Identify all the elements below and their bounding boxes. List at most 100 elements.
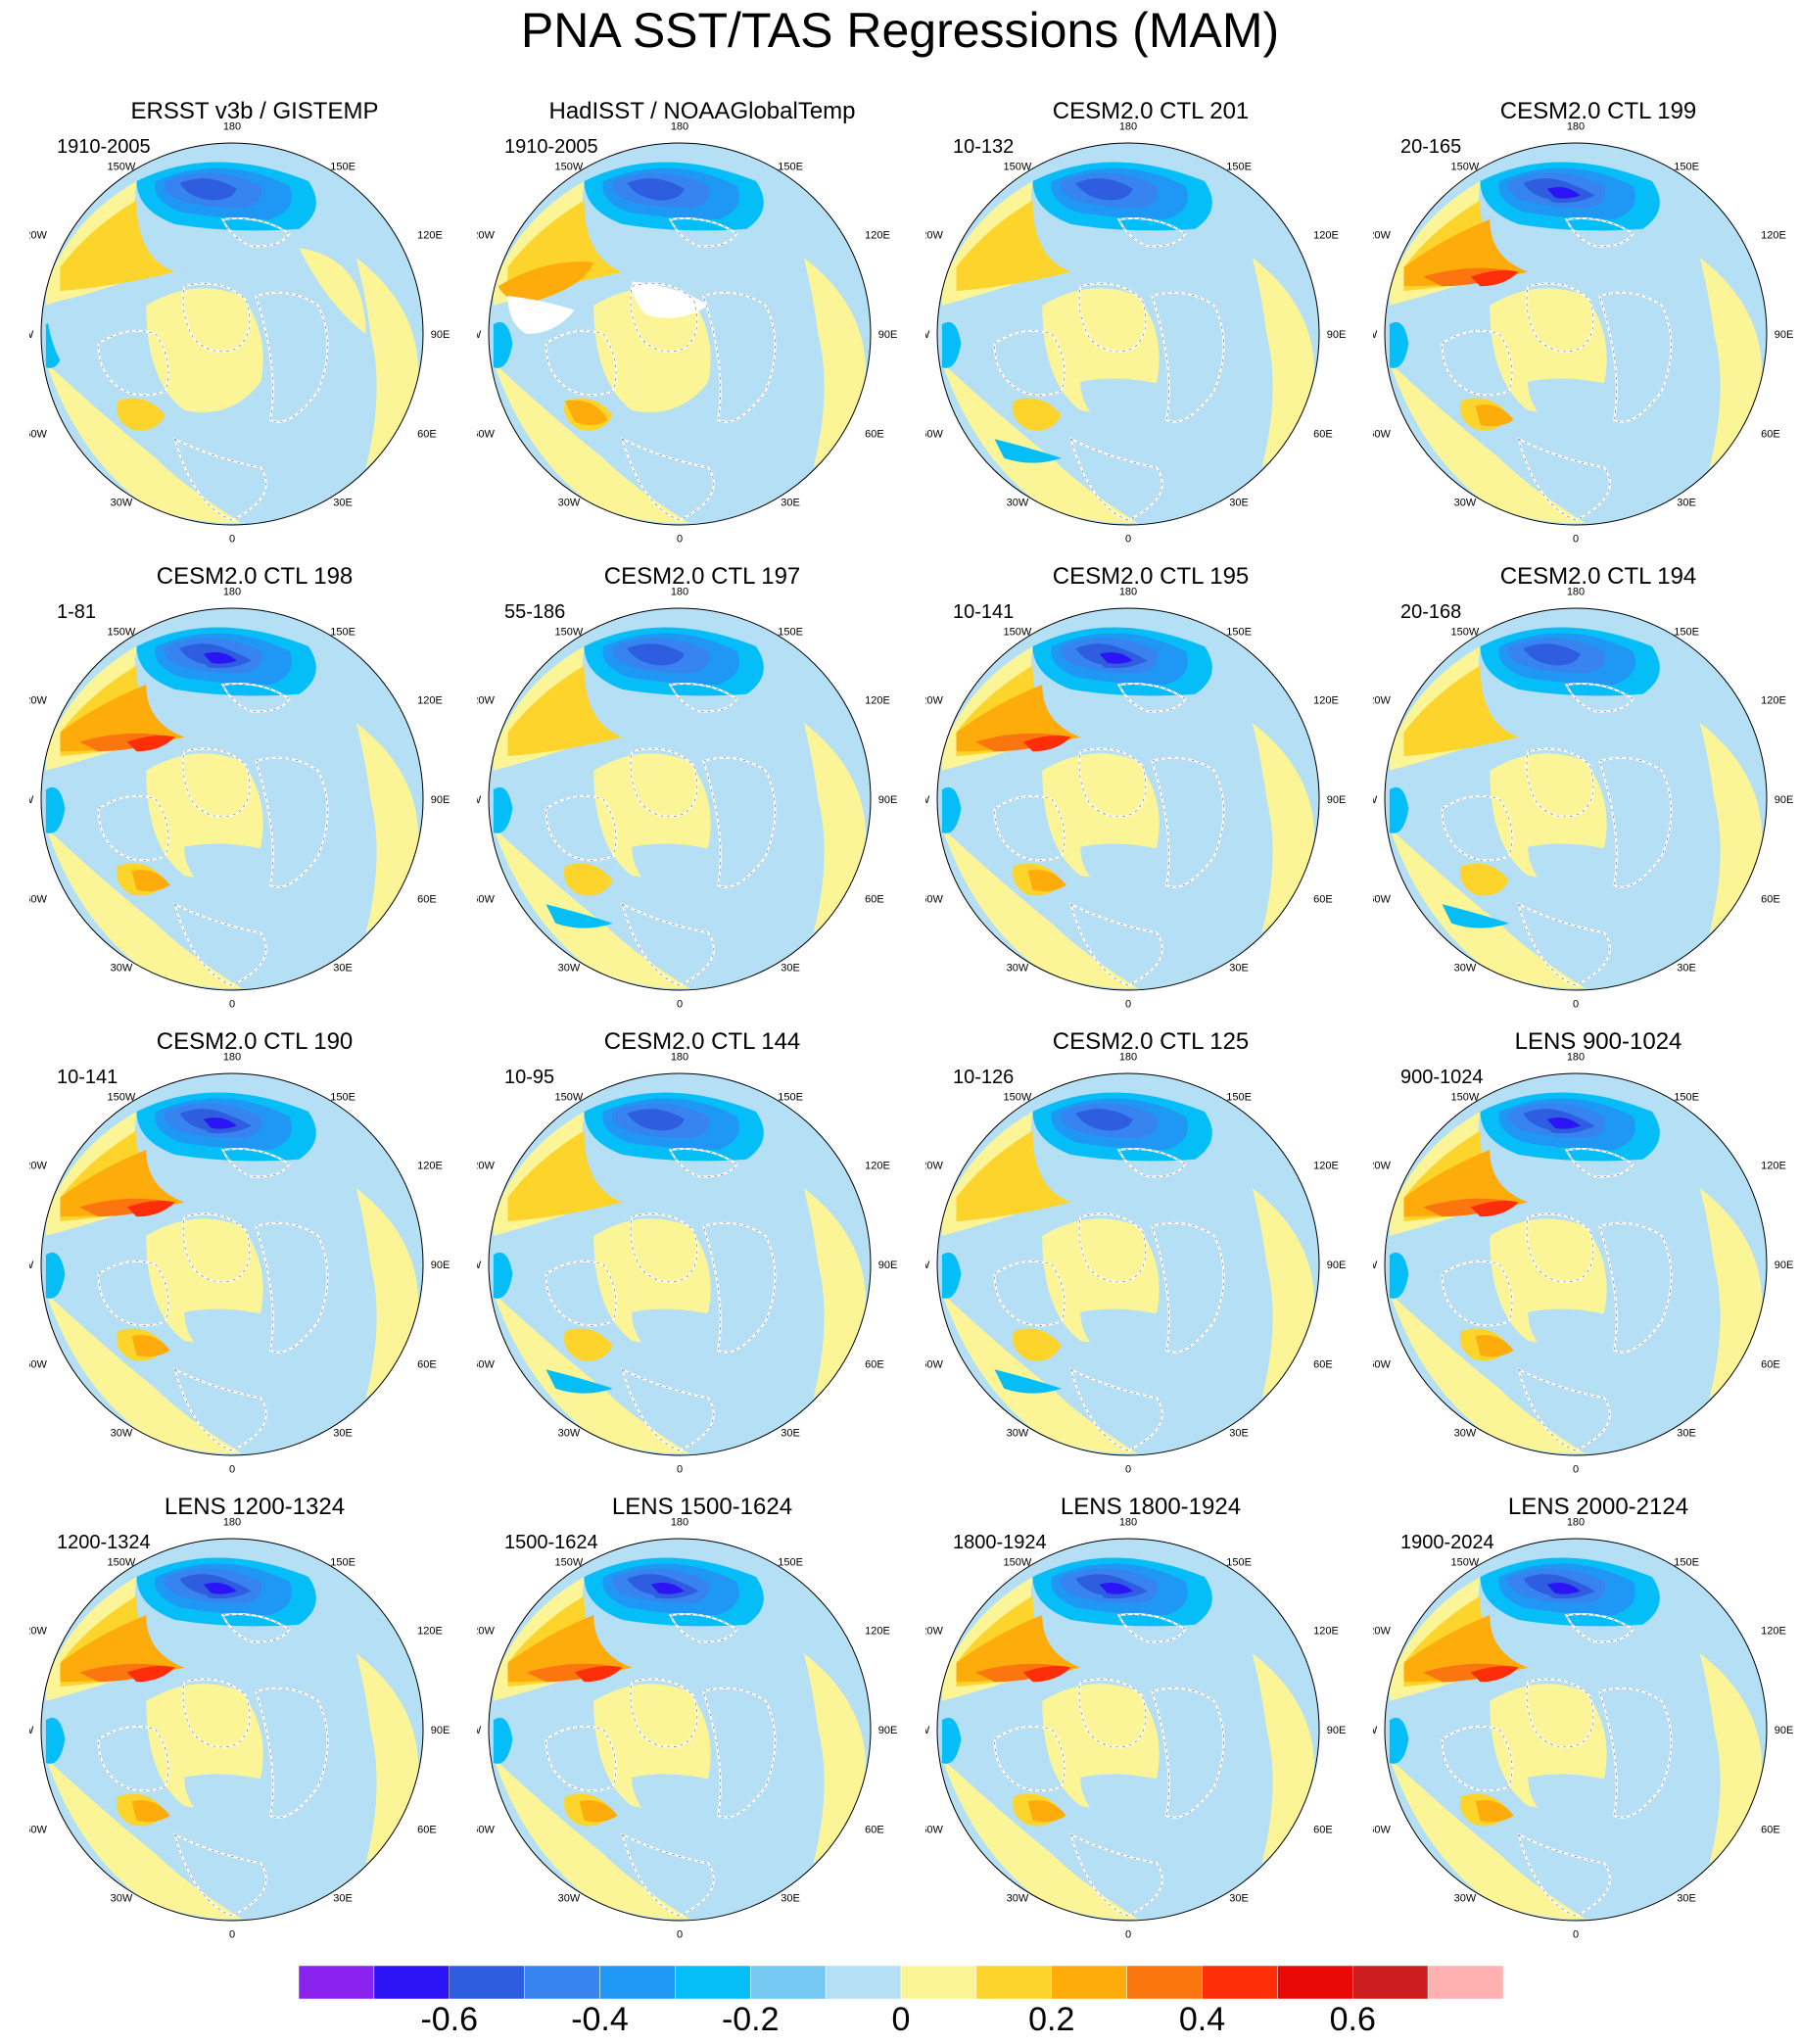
anomaly-region xyxy=(941,786,962,833)
longitude-label: 120E xyxy=(1761,1161,1786,1172)
map-border xyxy=(936,142,1320,526)
anomaly-region xyxy=(941,1252,962,1299)
coastline xyxy=(1116,1613,1187,1643)
longitude-label: 150W xyxy=(555,161,584,172)
coastline xyxy=(1151,291,1225,423)
anomaly-region xyxy=(1699,1653,1763,1864)
longitude-label: 150E xyxy=(1674,161,1699,172)
anomaly-region xyxy=(60,200,175,292)
longitude-label: 150E xyxy=(778,1556,803,1568)
panel-year-range: 10-95 xyxy=(504,1067,555,1088)
anomaly-region xyxy=(1252,258,1315,468)
colorbar-tick-label: -0.2 xyxy=(721,2001,780,2038)
anomaly-region xyxy=(493,828,689,989)
panel-year-range: 1900-2024 xyxy=(1400,1532,1494,1553)
panel-title: CESM2.0 CTL 144 xyxy=(603,1028,801,1055)
longitude-label: 180 xyxy=(223,1051,241,1063)
map-border xyxy=(1384,607,1768,991)
anomaly-region xyxy=(1013,1328,1062,1361)
longitude-label: 60W xyxy=(1373,1358,1391,1370)
colorbar-box xyxy=(1352,1966,1429,2000)
panel-title: CESM2.0 CTL 125 xyxy=(1052,1028,1250,1055)
anomaly-region xyxy=(45,786,66,833)
longitude-label: 120W xyxy=(477,695,495,707)
panel-year-range: 900-1024 xyxy=(1400,1067,1484,1088)
coastline xyxy=(182,747,251,818)
longitude-label: 90W xyxy=(925,794,930,806)
coastline xyxy=(630,1678,698,1748)
longitude-label: 150W xyxy=(1004,1091,1032,1103)
longitude-label: 60W xyxy=(29,1358,47,1370)
anomaly-region xyxy=(299,248,366,334)
panel-year-range: 20-168 xyxy=(1400,601,1462,623)
coastline-detail xyxy=(545,795,617,861)
longitude-label: 90W xyxy=(29,1260,34,1271)
longitude-label: 60E xyxy=(865,1824,884,1835)
longitude-label: 90E xyxy=(1775,1260,1794,1271)
longitude-label: 30E xyxy=(1677,498,1696,509)
anomaly-region xyxy=(564,863,613,896)
longitude-label: 120W xyxy=(477,1161,495,1172)
anomaly-region xyxy=(803,1188,867,1399)
colorbar-tick-labels: -0.6 -0.4 -0.2 0 0.2 0.4 0.6 xyxy=(0,1998,1800,2043)
anomaly-region xyxy=(1252,723,1315,933)
panel-year-range: 10-141 xyxy=(57,1067,118,1088)
longitude-label: 60W xyxy=(1373,428,1391,440)
map-border xyxy=(488,607,872,991)
anomaly-region xyxy=(1475,1335,1514,1357)
longitude-label: 120W xyxy=(1373,1626,1391,1638)
longitude-label: 180 xyxy=(1567,1516,1585,1528)
anomaly-region xyxy=(1389,1758,1586,1920)
longitude-label: 150E xyxy=(330,1091,355,1103)
longitude-label: 150E xyxy=(1226,626,1252,638)
longitude-label: 30E xyxy=(333,963,353,974)
coastline xyxy=(1598,1221,1673,1354)
anomaly-region xyxy=(203,1582,237,1594)
polar-map-icon: 180 150E 120E 90E 60E 30E 0 30W 60W 90W 120W 150W xyxy=(1373,1051,1794,1475)
anomaly-region xyxy=(941,1293,1138,1454)
longitude-label: 30W xyxy=(1454,1893,1477,1905)
colorbar-box xyxy=(1126,1966,1203,2000)
coastline xyxy=(1526,747,1594,818)
colorbar-tick-label: -0.6 xyxy=(420,2001,479,2038)
coastline xyxy=(630,747,698,818)
longitude-label: 0 xyxy=(1125,999,1131,1011)
anomaly-region xyxy=(131,1335,170,1357)
longitude-label: 90E xyxy=(878,1260,898,1271)
longitude-label: 180 xyxy=(223,1516,241,1528)
coastline xyxy=(255,1687,329,1819)
longitude-label: 60E xyxy=(1313,1358,1333,1370)
longitude-label: 120W xyxy=(29,1161,47,1172)
anomaly-region xyxy=(45,362,242,524)
longitude-label: 120W xyxy=(925,1626,943,1638)
anomaly-region xyxy=(632,281,709,318)
coastline xyxy=(1116,217,1187,248)
anomaly-region xyxy=(126,1201,175,1217)
coastline xyxy=(702,1221,777,1354)
longitude-label: 120E xyxy=(1313,695,1339,707)
longitude-label: 30E xyxy=(1677,963,1696,974)
coastline xyxy=(1116,683,1187,713)
longitude-label: 150W xyxy=(108,626,136,638)
longitude-label: 0 xyxy=(1573,999,1579,1011)
longitude-label: 120E xyxy=(1313,230,1339,242)
coastline-detail xyxy=(1518,1833,1610,1917)
coastline xyxy=(630,1212,698,1283)
longitude-label: 60E xyxy=(1313,428,1333,440)
polar-map-icon: 180 150E 120E 90E 60E 30E 0 30W 60W 90W 120W 150W xyxy=(1373,586,1793,1011)
map-border xyxy=(936,1538,1320,1922)
anomaly-region xyxy=(803,723,867,933)
anomaly-region xyxy=(1080,378,1186,430)
anomaly-region xyxy=(956,200,1071,292)
longitude-label: 120W xyxy=(29,695,47,707)
panel-year-range: 1500-1624 xyxy=(504,1532,598,1553)
longitude-label: 60E xyxy=(865,1358,884,1370)
longitude-label: 150W xyxy=(1451,161,1480,172)
longitude-label: 90E xyxy=(1327,1260,1347,1271)
polar-map-icon: 180 150E 120E 90E 60E 30E 0 30W 60W 90W 120W 150W xyxy=(477,586,897,1010)
longitude-label: 120W xyxy=(1373,695,1391,707)
panel-year-range: 10-132 xyxy=(953,136,1015,158)
coastline xyxy=(1151,1221,1225,1354)
